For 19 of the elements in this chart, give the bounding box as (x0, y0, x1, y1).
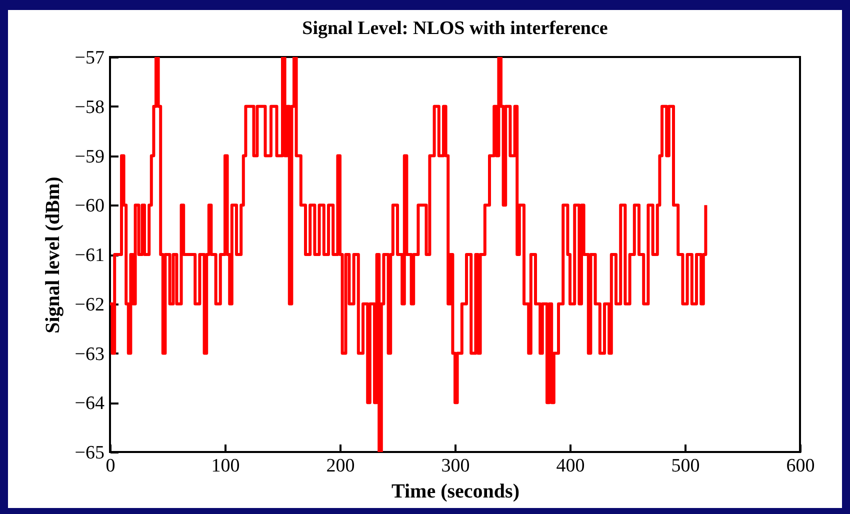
x-tick-label: 400 (556, 456, 585, 476)
x-tick-label: 500 (671, 456, 700, 476)
x-tick-label: 0 (106, 456, 116, 476)
y-tick-label: −60 (74, 196, 104, 217)
y-tick-label: −59 (74, 146, 104, 168)
x-tick-label: 100 (211, 456, 240, 476)
y-tick-label: −65 (74, 442, 104, 464)
y-tick-label: −62 (74, 294, 104, 316)
y-tick-label: −64 (74, 393, 105, 414)
y-axis-title: Signal level (dBm) (42, 176, 64, 334)
x-tick-label: 300 (441, 456, 470, 476)
y-tick-label: −58 (74, 96, 104, 118)
x-tick-label: 600 (786, 456, 815, 476)
y-tick-label: −61 (74, 245, 104, 266)
y-tick-label: −63 (74, 344, 104, 365)
x-axis-title: Time (seconds) (392, 480, 520, 502)
x-tick-label: 200 (326, 456, 355, 476)
chart-title: Signal Level: NLOS with interference (302, 18, 608, 39)
y-tick-label: −57 (74, 48, 104, 68)
